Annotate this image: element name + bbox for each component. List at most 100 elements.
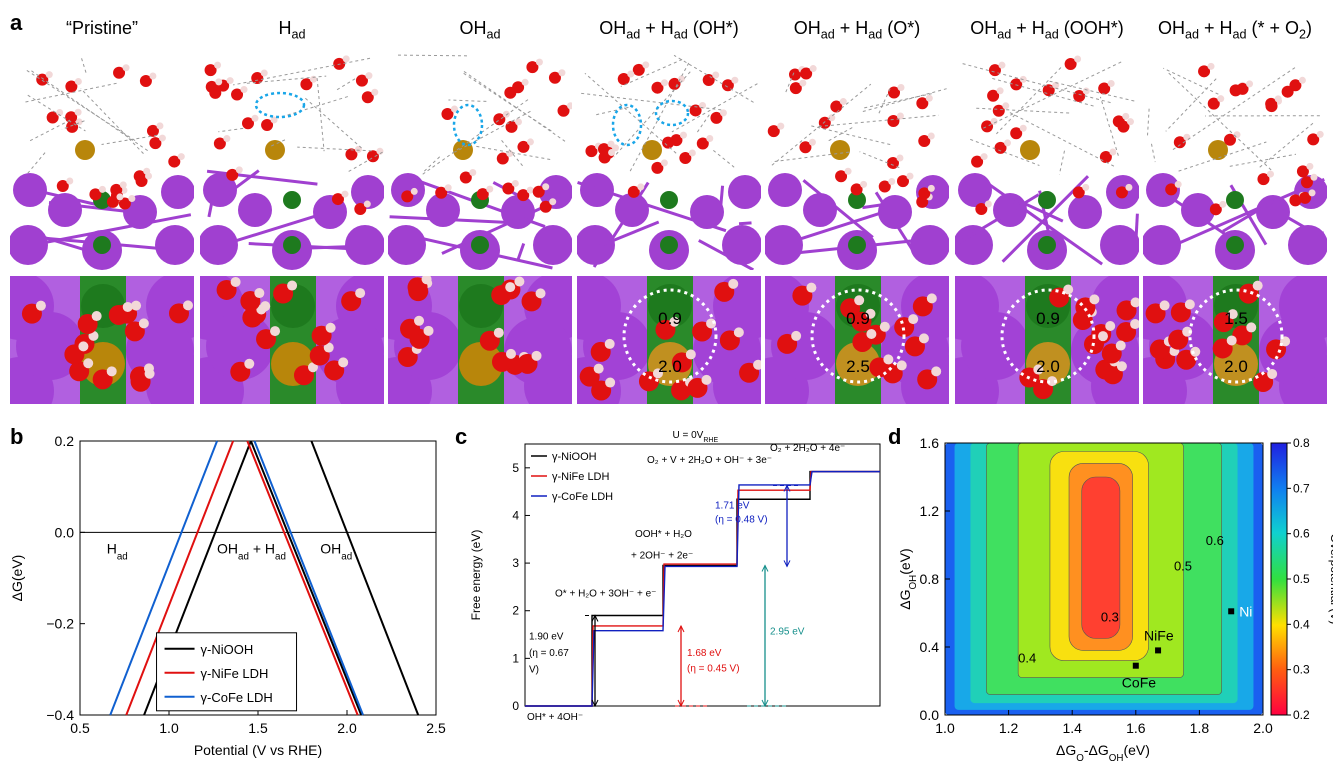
arrowhead <box>761 564 769 572</box>
o-atom <box>1236 82 1249 95</box>
k-atom <box>351 175 384 209</box>
h-atom <box>106 366 117 377</box>
top-view: 0.9 2.0 <box>955 276 1139 404</box>
colorbar-tick-label: 0.3 <box>1293 663 1310 677</box>
o-atom <box>205 80 218 93</box>
h-atom <box>918 333 929 344</box>
structure-column-5: 0.9 2.5 <box>765 65 949 404</box>
k-atom <box>206 312 274 380</box>
panel-letter-a: a <box>10 10 23 35</box>
step-label-3: OOH* + H₂O <box>635 529 692 540</box>
h-atom <box>287 280 298 291</box>
top-view <box>388 276 572 404</box>
o-atom <box>632 63 645 76</box>
h-atom <box>98 185 106 193</box>
legend-label-3: γ-CoFe LDH <box>201 690 273 705</box>
colorbar-tick-label: 0.2 <box>1293 708 1310 722</box>
o-atom <box>668 77 681 90</box>
h-atom <box>627 70 635 78</box>
h-bond <box>862 88 947 113</box>
h-bond <box>297 146 372 152</box>
chart-title: U = 0VRHE <box>673 430 719 444</box>
o-atom <box>345 148 358 161</box>
h-atom <box>809 65 817 73</box>
h-atom <box>1252 280 1263 291</box>
legend-label-2: γ-NiFe LDH <box>201 666 269 681</box>
series-line-3 <box>253 440 364 716</box>
h-bond <box>809 124 891 146</box>
h-atom <box>323 342 334 353</box>
h-atom <box>1130 319 1139 330</box>
k-atom <box>533 225 572 265</box>
h-atom <box>865 308 876 319</box>
h-atom <box>122 301 133 312</box>
h-atom <box>371 88 379 96</box>
h-atom <box>240 86 248 94</box>
o-atom <box>331 193 344 206</box>
o-atom <box>1064 57 1077 70</box>
o-atom <box>459 171 472 184</box>
y-tick-label: 0.0 <box>55 524 75 540</box>
h-atom <box>888 178 896 186</box>
h-atom <box>128 194 136 202</box>
h-atom <box>879 321 890 332</box>
h-atom <box>270 326 281 337</box>
o-atom <box>721 79 734 92</box>
h-atom <box>1004 139 1012 147</box>
o-atom <box>1296 165 1309 178</box>
o-atom <box>66 120 79 133</box>
o-atom <box>710 111 723 124</box>
top-view: 0.9 2.5 <box>765 276 949 404</box>
h-atom <box>74 77 82 85</box>
annotation-6: 2.95 eV <box>770 627 805 638</box>
column-title-6: OHad + Had (OOH*) <box>970 18 1124 42</box>
k-atom <box>345 225 384 265</box>
colorbar-tick-label: 0.8 <box>1293 436 1310 450</box>
o-atom <box>261 118 274 131</box>
o-atom <box>1072 186 1085 199</box>
h-atom <box>450 105 458 113</box>
o-atom <box>118 197 131 210</box>
h-atom <box>223 135 231 143</box>
h-atom <box>1105 321 1116 332</box>
structure-column-4: 0.9 2.0 <box>577 54 761 404</box>
ni-atom <box>1038 191 1056 209</box>
h-atom <box>1130 297 1139 308</box>
legend-label-2: γ-NiFe LDH <box>552 471 610 483</box>
bond <box>592 181 650 268</box>
h-atom <box>660 79 668 87</box>
fe-atom <box>830 140 850 160</box>
h-atom <box>1184 299 1195 310</box>
structure-column-3 <box>388 54 572 404</box>
bond <box>27 231 105 257</box>
h-atom <box>502 110 510 118</box>
heatmap-band-8 <box>1081 476 1121 639</box>
h-atom <box>808 138 816 146</box>
h-bond <box>462 72 552 132</box>
h-bond <box>1147 108 1150 136</box>
h-atom <box>1122 112 1130 120</box>
h-atom <box>355 288 366 299</box>
h-bond <box>25 82 118 103</box>
h-bond <box>476 145 551 160</box>
h-atom <box>1266 170 1274 178</box>
column-title-4: OHad + Had (OH*) <box>599 18 739 42</box>
h-bond <box>61 120 85 130</box>
k-atom <box>155 225 194 265</box>
h-atom <box>1082 87 1090 95</box>
ni-atom <box>660 236 678 254</box>
fe-atom <box>1020 140 1040 160</box>
h-atom <box>558 69 566 77</box>
y-axis-label: Free energy (eV) <box>469 530 483 621</box>
x-tick-label: 1.6 <box>1126 720 1146 736</box>
h-atom <box>896 360 907 371</box>
bader-circle <box>1188 288 1284 384</box>
h-atom <box>1116 361 1127 372</box>
top-view <box>10 276 194 404</box>
o-atom <box>361 91 374 104</box>
h-atom <box>925 94 933 102</box>
h-atom <box>1316 130 1324 138</box>
panel-a-structures: 0.9 2.0 0.9 2.5 0.9 2.0 1.5 2.0 <box>10 54 1327 404</box>
energy-profile-3 <box>525 470 880 707</box>
material-label-2: NiFe <box>1144 627 1174 643</box>
